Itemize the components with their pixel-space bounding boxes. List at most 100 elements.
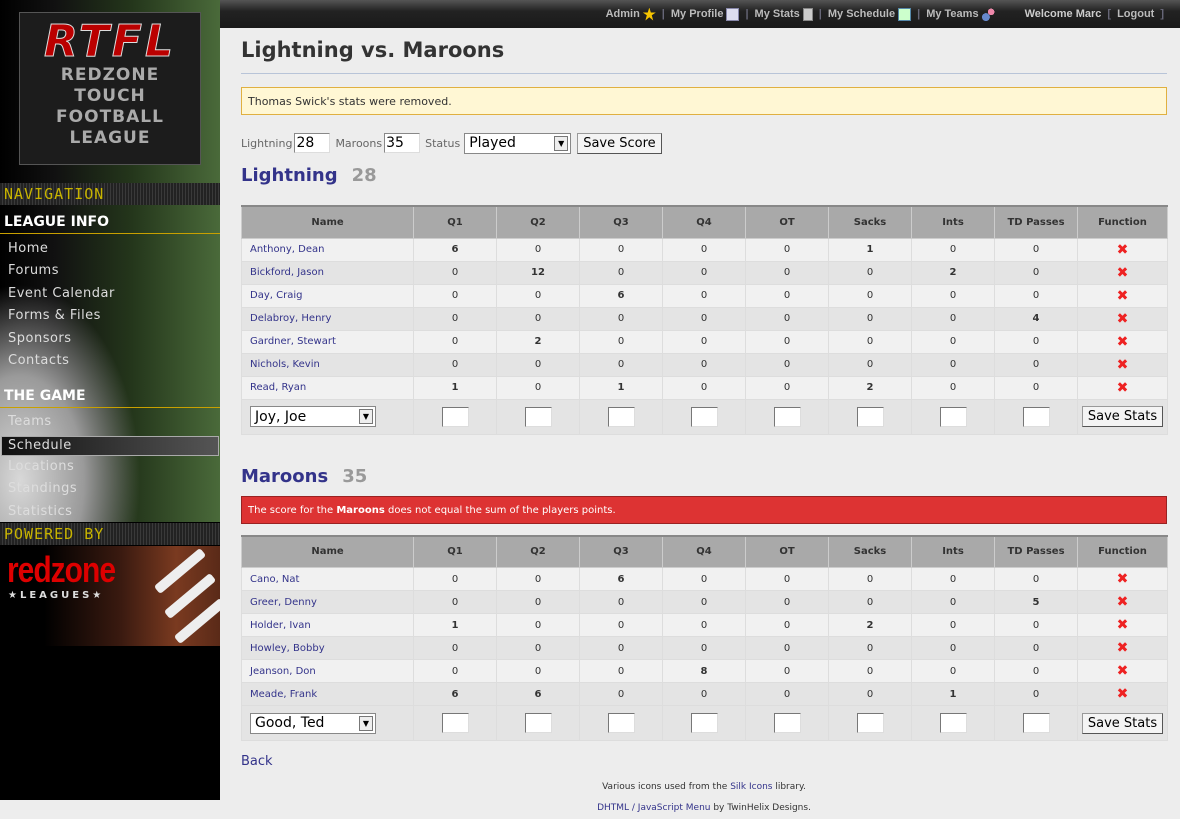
player-name-link[interactable]: Cano, Nat [241, 567, 414, 591]
player-name-link[interactable]: Delabroy, Henry [241, 306, 414, 331]
column-header[interactable]: Ints [911, 534, 995, 568]
column-header[interactable]: Sacks [828, 205, 912, 239]
column-header[interactable]: TD Passes [994, 534, 1078, 568]
column-header[interactable]: Q2 [496, 534, 580, 568]
stat-input[interactable] [939, 713, 967, 733]
player-name-link[interactable]: Bickford, Jason [241, 260, 414, 285]
column-header[interactable]: OT [745, 205, 829, 239]
column-header[interactable]: Q4 [662, 205, 746, 239]
delete-button[interactable]: ✖ [1077, 329, 1168, 354]
delete-button[interactable]: ✖ [1077, 613, 1168, 637]
delete-button[interactable]: ✖ [1077, 567, 1168, 591]
player-select[interactable]: Joy, Joe ▼ [250, 406, 376, 427]
column-header[interactable]: Function [1077, 205, 1168, 239]
table-row: Read, Ryan 1 0 1 0 0 2 0 0 ✖ [241, 375, 1168, 400]
my-schedule-link[interactable]: My Schedule [828, 7, 912, 21]
delete-button[interactable]: ✖ [1077, 590, 1168, 614]
delete-button[interactable]: ✖ [1077, 375, 1168, 400]
delete-button[interactable]: ✖ [1077, 682, 1168, 706]
stat-input[interactable] [441, 406, 469, 427]
stat-input[interactable] [773, 406, 801, 427]
stat-input[interactable] [856, 406, 884, 427]
player-name-link[interactable]: Anthony, Dean [241, 237, 414, 262]
back-link[interactable]: Back [241, 754, 273, 769]
delete-button[interactable]: ✖ [1077, 352, 1168, 377]
stat-cell: 0 [579, 237, 663, 262]
delete-button[interactable]: ✖ [1077, 283, 1168, 308]
stat-input[interactable] [607, 713, 635, 733]
player-name-link[interactable]: Meade, Frank [241, 682, 414, 706]
rtfl-logo[interactable]: RTFL REDZONE TOUCH FOOTBALL LEAGUE [19, 12, 201, 165]
player-name-link[interactable]: Read, Ryan [241, 375, 414, 400]
stat-input[interactable] [1022, 406, 1050, 427]
column-header[interactable]: Name [241, 534, 414, 568]
column-header[interactable]: Q1 [413, 205, 497, 239]
player-name-link[interactable]: Day, Craig [241, 283, 414, 308]
logout-link[interactable]: Logout [1117, 8, 1155, 20]
calculator-icon [802, 7, 813, 21]
save-stats-button[interactable]: Save Stats [1081, 406, 1164, 427]
column-header[interactable]: Q3 [579, 534, 663, 568]
sidebar-item-contacts[interactable]: Contacts [8, 353, 70, 368]
player-name-link[interactable]: Howley, Bobby [241, 636, 414, 660]
stat-input[interactable] [939, 406, 967, 427]
dhtml-menu-link[interactable]: DHTML / JavaScript Menu [597, 803, 711, 813]
silk-icons-link[interactable]: Silk Icons [730, 782, 773, 792]
delete-button[interactable]: ✖ [1077, 306, 1168, 331]
column-header[interactable]: Name [241, 205, 414, 239]
player-name-link[interactable]: Holder, Ivan [241, 613, 414, 637]
column-header[interactable]: Q4 [662, 534, 746, 568]
delete-icon: ✖ [1116, 287, 1129, 304]
column-header[interactable]: Q2 [496, 205, 580, 239]
column-header[interactable]: TD Passes [994, 205, 1078, 239]
sidebar-item-locations[interactable]: Locations [8, 458, 75, 474]
delete-button[interactable]: ✖ [1077, 260, 1168, 285]
stat-input[interactable] [524, 713, 552, 733]
team2-score-input[interactable] [384, 133, 421, 153]
stat-input[interactable] [773, 713, 801, 733]
stat-input[interactable] [856, 713, 884, 733]
player-select[interactable]: Good, Ted ▼ [250, 712, 376, 734]
sidebar-item-statistics[interactable]: Statistics [8, 503, 73, 519]
save-score-button[interactable]: Save Score [577, 132, 662, 154]
stat-input[interactable] [607, 406, 635, 427]
sidebar-item-event-calendar[interactable]: Event Calendar [8, 285, 115, 301]
sidebar-item-schedule[interactable]: Schedule [1, 436, 219, 457]
sidebar-item-home[interactable]: Home [8, 241, 49, 256]
sidebar-item-forms-files[interactable]: Forms & Files [8, 308, 101, 324]
player-name-link[interactable]: Greer, Denny [241, 590, 414, 614]
stat-input[interactable] [441, 713, 469, 733]
stat-input[interactable] [690, 406, 718, 427]
player-name-link[interactable]: Jeanson, Don [241, 659, 414, 683]
column-header[interactable]: Q1 [413, 534, 497, 568]
column-header[interactable]: Q3 [579, 205, 663, 239]
stat-cell: 0 [662, 636, 746, 660]
column-header[interactable]: OT [745, 534, 829, 568]
sidebar-item-forums[interactable]: Forums [8, 263, 59, 279]
save-stats-button[interactable]: Save Stats [1081, 712, 1164, 734]
stat-cell: 0 [745, 352, 829, 377]
delete-button[interactable]: ✖ [1077, 636, 1168, 660]
delete-button[interactable]: ✖ [1077, 237, 1168, 262]
sidebar-item-sponsors[interactable]: Sponsors [8, 330, 72, 346]
sidebar-item-teams[interactable]: Teams [8, 414, 52, 429]
status-select[interactable]: Played ▼ [464, 132, 572, 154]
redzone-leagues-logo[interactable]: redzone [7, 550, 116, 591]
column-header[interactable]: Function [1077, 534, 1168, 568]
my-stats-link[interactable]: My Stats [755, 7, 813, 21]
column-header[interactable]: Sacks [828, 534, 912, 568]
player-name-link[interactable]: Nichols, Kevin [241, 352, 414, 377]
admin-link[interactable]: Admin [606, 7, 656, 21]
my-teams-link[interactable]: My Teams [926, 7, 995, 21]
sidebar-item-standings[interactable]: Standings [8, 481, 78, 497]
my-profile-link[interactable]: My Profile [671, 7, 740, 21]
stat-input[interactable] [524, 406, 552, 427]
column-header[interactable]: Ints [911, 205, 995, 239]
table-row: Bickford, Jason 0 12 0 0 0 0 2 0 ✖ [241, 260, 1168, 285]
stat-input[interactable] [690, 713, 718, 733]
player-name-link[interactable]: Gardner, Stewart [241, 329, 414, 354]
team1-score-input[interactable] [294, 133, 331, 153]
stat-cell: 0 [994, 567, 1078, 591]
stat-input[interactable] [1022, 713, 1050, 733]
delete-button[interactable]: ✖ [1077, 659, 1168, 683]
